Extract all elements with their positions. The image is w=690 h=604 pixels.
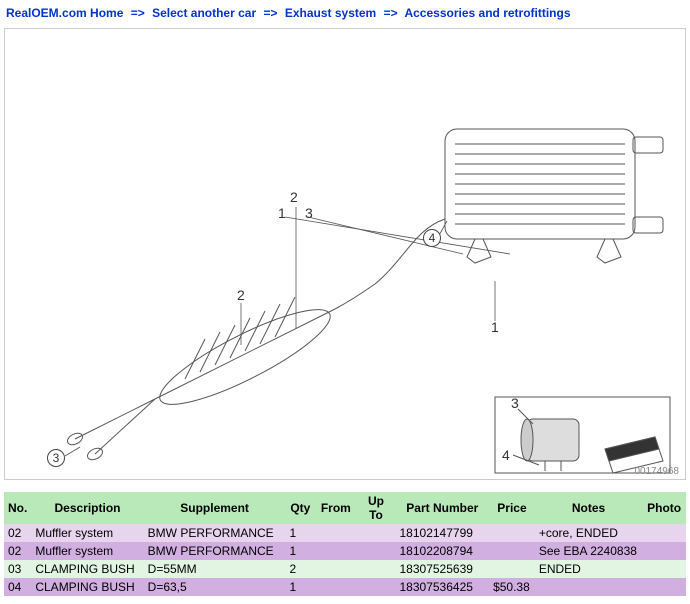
cell-photo: [642, 578, 686, 596]
inset-3: 3: [511, 395, 519, 411]
table-row[interactable]: 02 Muffler system BMW PERFORMANCE 1 1810…: [4, 542, 686, 560]
crumb-select-car[interactable]: Select another car: [152, 6, 256, 20]
cell-price: $50.38: [489, 578, 535, 596]
diagram-id: 00174968: [635, 466, 680, 477]
cell-desc: Muffler system: [31, 524, 143, 542]
cell-upto: [357, 560, 396, 578]
callout-1: 1: [278, 205, 286, 221]
cell-notes: ENDED: [535, 560, 642, 578]
parts-table: No. Description Supplement Qty From Up T…: [4, 492, 686, 596]
crumb-sep: =>: [380, 6, 402, 20]
table-header-row: No. Description Supplement Qty From Up T…: [4, 492, 686, 524]
cell-notes: +core, ENDED: [535, 524, 642, 542]
cell-no: 02: [4, 524, 31, 542]
crumb-home[interactable]: RealOEM.com Home: [6, 6, 123, 20]
th-from: From: [315, 492, 356, 524]
cell-price: [489, 524, 535, 542]
callout-2b: 2: [237, 287, 245, 303]
cell-supp: BMW PERFORMANCE: [144, 542, 286, 560]
callout-circle-3: 3: [47, 449, 65, 467]
cell-qty: 2: [286, 560, 316, 578]
cell-qty: 1: [286, 542, 316, 560]
cell-part: 18102147799: [396, 524, 490, 542]
cell-from: [315, 578, 356, 596]
table-row[interactable]: 04 CLAMPING BUSH D=63,5 1 18307536425 $5…: [4, 578, 686, 596]
cell-photo: [642, 542, 686, 560]
cell-supp: D=63,5: [144, 578, 286, 596]
th-no: No.: [4, 492, 31, 524]
cell-no: 03: [4, 560, 31, 578]
th-qty: Qty: [286, 492, 316, 524]
callout-circle-4: 4: [423, 229, 441, 247]
th-part: Part Number: [396, 492, 490, 524]
cell-part: 18307525639: [396, 560, 490, 578]
callout-3: 3: [305, 205, 313, 221]
cell-from: [315, 560, 356, 578]
cell-price: [489, 560, 535, 578]
th-desc: Description: [31, 492, 143, 524]
parts-diagram: 2 1 3 2 1 4 3 3 4 00174968: [4, 28, 686, 480]
inset-4: 4: [502, 447, 510, 463]
cell-supp: BMW PERFORMANCE: [144, 524, 286, 542]
cell-part: 18307536425: [396, 578, 490, 596]
cell-from: [315, 524, 356, 542]
crumb-accessories[interactable]: Accessories and retrofittings: [404, 6, 570, 20]
th-price: Price: [489, 492, 535, 524]
cell-no: 04: [4, 578, 31, 596]
th-supp: Supplement: [144, 492, 286, 524]
table-row[interactable]: 02 Muffler system BMW PERFORMANCE 1 1810…: [4, 524, 686, 542]
cell-qty: 1: [286, 524, 316, 542]
crumb-exhaust[interactable]: Exhaust system: [285, 6, 376, 20]
cell-upto: [357, 578, 396, 596]
cell-desc: CLAMPING BUSH: [31, 560, 143, 578]
crumb-sep: =>: [127, 6, 149, 20]
cell-upto: [357, 542, 396, 560]
th-notes: Notes: [535, 492, 642, 524]
cell-qty: 1: [286, 578, 316, 596]
cell-desc: Muffler system: [31, 542, 143, 560]
callout-1b: 1: [491, 319, 499, 335]
cell-notes: [535, 578, 642, 596]
cell-no: 02: [4, 542, 31, 560]
th-upto: Up To: [357, 492, 396, 524]
cell-price: [489, 542, 535, 560]
cell-photo: [642, 560, 686, 578]
cell-part: 18102208794: [396, 542, 490, 560]
cell-notes: See EBA 2240838: [535, 542, 642, 560]
crumb-sep: =>: [259, 6, 281, 20]
cell-photo: [642, 524, 686, 542]
cell-upto: [357, 524, 396, 542]
cell-from: [315, 542, 356, 560]
cell-supp: D=55MM: [144, 560, 286, 578]
table-row[interactable]: 03 CLAMPING BUSH D=55MM 2 18307525639 EN…: [4, 560, 686, 578]
callout-2: 2: [290, 189, 298, 205]
breadcrumb: RealOEM.com Home => Select another car =…: [4, 4, 686, 28]
th-photo: Photo: [642, 492, 686, 524]
cell-desc: CLAMPING BUSH: [31, 578, 143, 596]
